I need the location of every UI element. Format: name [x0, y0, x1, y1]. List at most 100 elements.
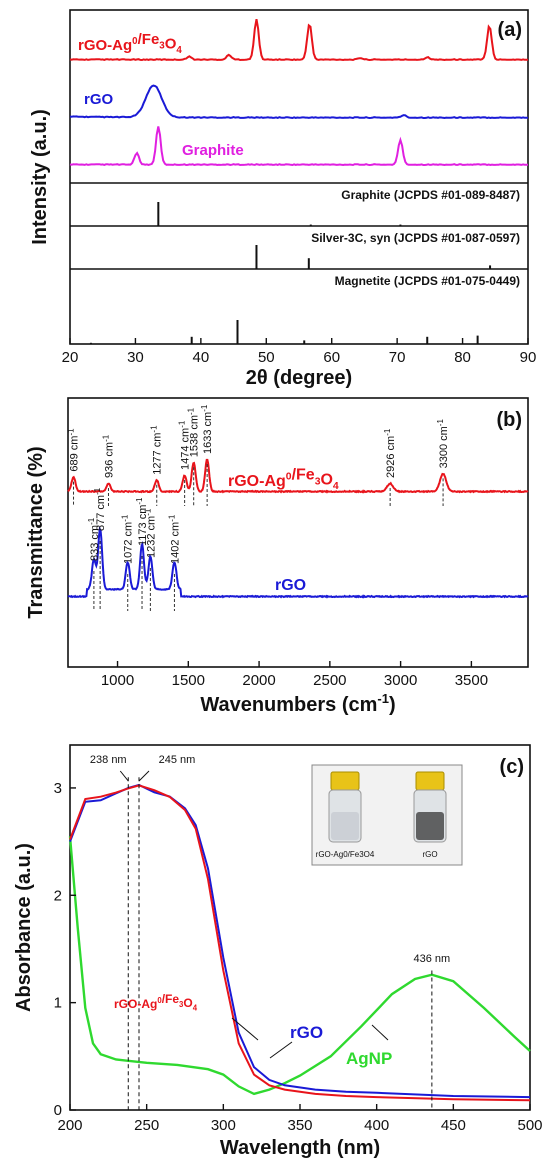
peak-label: 877 cm-1 — [93, 487, 107, 531]
y-axis-title-b: Transmittance (%) — [25, 446, 47, 618]
peak-label-unit: -1 — [101, 434, 110, 442]
annotation-label: 436 nm — [414, 953, 451, 965]
y-tick-label-c: 3 — [54, 780, 62, 797]
x-tick-label-a: 20 — [62, 349, 79, 366]
series-label-rgo-a: rGO — [84, 91, 114, 108]
peak-label: 1538 cm-1 — [187, 407, 201, 457]
peak-label: 1474 cm-1 — [178, 420, 192, 470]
x-tick-label-a: 30 — [127, 349, 144, 366]
series-label-part: 0 — [132, 36, 138, 47]
peak-label-unit: -1 — [87, 517, 96, 525]
x-tick-label-b: 1000 — [101, 672, 134, 689]
panel-label-c: (c) — [500, 756, 524, 778]
x-tick-label-b: 2000 — [242, 672, 275, 689]
plot-frame-a — [69, 9, 529, 345]
x-tick-label-c: 500 — [517, 1117, 542, 1134]
annotation-arrow — [138, 770, 150, 782]
series-label-part: 0 — [286, 472, 292, 483]
series-label-part: O — [183, 996, 192, 1010]
peak-label: 1277 cm-1 — [150, 425, 164, 475]
peak-label-unit: -1 — [67, 428, 76, 436]
series-label-part: /Fe — [292, 467, 315, 484]
x-tick-label-b: 3500 — [455, 672, 488, 689]
peak-label-unit: -1 — [187, 407, 196, 415]
y-tick-label-c: 1 — [54, 995, 62, 1012]
peak-label: 3300 cm-1 — [436, 419, 450, 469]
peak-label: 1402 cm-1 — [167, 514, 181, 564]
series-label-rgo-ag-fe3o4-b: rGO-Ag0/Fe3O4 — [228, 467, 339, 493]
reference-label: Magnetite (JCPDS #01-075-0449) — [335, 274, 520, 288]
series-label-part: rGO-Ag — [78, 37, 132, 54]
series-label-rgo-b: rGO — [275, 577, 306, 594]
x-axis-title-part: Wavenumbers (cm — [200, 694, 377, 716]
peak-label-value: 1633 cm — [202, 412, 214, 454]
peak-label: 833 cm-1 — [87, 517, 101, 561]
x-tick-label-a: 80 — [454, 349, 471, 366]
peak-label-unit: -1 — [143, 508, 152, 516]
series-line-rgoag0fe3o4 — [69, 19, 528, 62]
series-label-rgo-ag-fe3o4-c: rGO-Ag0/Fe3O4 — [114, 992, 198, 1012]
series-label-part: 4 — [176, 45, 182, 56]
x-tick-label-c: 400 — [364, 1117, 389, 1134]
peak-label-value: 1277 cm — [152, 433, 164, 475]
peak-label-value: 936 cm — [103, 442, 115, 478]
vial-liquid — [331, 812, 359, 840]
x-tick-label-c: 200 — [57, 1117, 82, 1134]
x-tick-label-c: 350 — [287, 1117, 312, 1134]
x-tick-label-b: 1500 — [172, 672, 205, 689]
peak-label-value: 1474 cm — [180, 428, 192, 470]
peak-label: 2926 cm-1 — [383, 428, 397, 478]
peak-label-value: 1173 cm — [137, 505, 149, 546]
peak-label: 1232 cm-1 — [143, 508, 157, 558]
peak-label-value: 1538 cm — [189, 415, 201, 457]
annotation-label: 245 nm — [159, 754, 196, 766]
peak-label: 689 cm-1 — [67, 428, 81, 472]
y-axis-title-a: Intensity (a.u.) — [29, 109, 51, 245]
annotation-arrow — [119, 770, 129, 782]
x-tick-label-c: 450 — [441, 1117, 466, 1134]
y-tick-label-c: 0 — [54, 1102, 62, 1119]
x-tick-label-a: 40 — [193, 349, 210, 366]
plot-frame-b — [67, 397, 529, 668]
x-axis-title-a: 2θ (degree) — [246, 367, 352, 389]
series-label-graphite-a: Graphite — [182, 142, 244, 159]
x-axis-title-part: ) — [389, 694, 396, 716]
series-label-part: /Fe — [162, 992, 180, 1006]
series-line-c-agnp — [68, 836, 531, 1096]
series-label-rgo-c: rGO — [290, 1023, 323, 1042]
peak-label: 1173 cm-1 — [135, 497, 149, 546]
x-tick-label-a: 50 — [258, 349, 275, 366]
x-tick-label-c: 300 — [211, 1117, 236, 1134]
peak-label-unit: -1 — [200, 404, 209, 412]
peak-label-unit: -1 — [436, 419, 445, 427]
series-label-part: O — [320, 471, 332, 488]
vial-label: rGO — [422, 850, 437, 859]
series-line-rgo — [69, 84, 528, 120]
peak-label-unit: -1 — [150, 425, 159, 433]
peak-label-value: 1402 cm — [169, 522, 181, 564]
series-label-part: /Fe — [138, 31, 160, 48]
series-line-graphite — [69, 126, 528, 167]
label-pointer — [269, 1041, 293, 1059]
series-label-agnp-c: AgNP — [346, 1049, 392, 1068]
peak-label-value: 833 cm — [89, 525, 101, 561]
series-line-b-0 — [67, 458, 529, 494]
x-tick-label-a: 70 — [389, 349, 406, 366]
series-line-c-rgoag0fe3o4 — [69, 784, 531, 1102]
x-axis-title-part: -1 — [377, 691, 389, 706]
panel-label-b: (b) — [496, 409, 522, 431]
vial-cap — [415, 771, 445, 791]
vial-label: rGO-Ag0/Fe3O4 — [316, 850, 375, 859]
x-axis-title-b: Wavenumbers (cm-1) — [200, 691, 395, 716]
reference-label: Silver-3C, syn (JCPDS #01-087-0597) — [311, 231, 520, 245]
series-label-part: 3 — [315, 476, 321, 487]
peak-label-value: 689 cm — [69, 436, 81, 472]
series-label-part: 4 — [333, 481, 339, 492]
peak-label-value: 1072 cm — [123, 522, 135, 564]
label-pointer — [231, 1017, 259, 1041]
series-label-part: 3 — [179, 1000, 184, 1009]
series-label-part: rGO-Ag — [114, 997, 157, 1011]
series-label-part: 4 — [193, 1003, 198, 1012]
series-line-b-1 — [67, 525, 529, 599]
